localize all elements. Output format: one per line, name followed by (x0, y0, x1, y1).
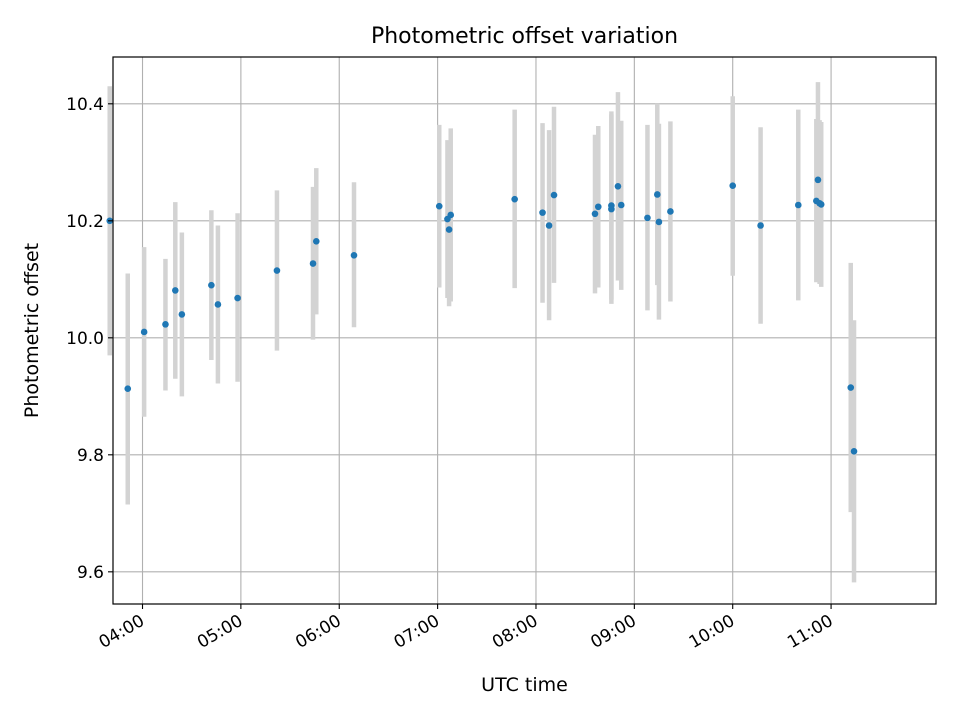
data-point (178, 311, 186, 318)
data-point (757, 222, 764, 229)
data-point (350, 252, 358, 259)
data-point (814, 176, 822, 184)
data-point (817, 201, 825, 208)
data-point (312, 237, 320, 245)
data-point (550, 191, 558, 199)
data-point (140, 328, 148, 336)
data-point (729, 182, 737, 190)
data-point (273, 267, 281, 274)
data-point (655, 218, 663, 226)
data-point (539, 209, 546, 216)
y-axis-ticks: 9.6 9.8 10.0 10.2 10.4 (66, 95, 113, 583)
chart-title: Photometric offset variation (371, 24, 678, 49)
data-point (594, 203, 602, 211)
y-axis-label: Photometric offset (21, 243, 43, 418)
data-point (608, 205, 615, 213)
data-point (667, 208, 674, 215)
data-point (435, 202, 443, 210)
data-point (309, 260, 317, 267)
data-point (850, 448, 858, 455)
data-point (591, 210, 599, 218)
data-point (447, 211, 455, 219)
data-point (653, 191, 661, 198)
data-point (171, 287, 179, 294)
data-point (545, 222, 553, 229)
y-tick-label: 9.6 (77, 563, 104, 583)
data-point (511, 195, 518, 203)
y-tick-label: 10.4 (66, 95, 104, 115)
data-point (208, 281, 215, 289)
grid-lines (113, 57, 936, 604)
data-point (617, 201, 625, 209)
plot-frame (112, 56, 937, 605)
data-points (106, 176, 858, 455)
y-tick-label: 9.8 (77, 446, 104, 466)
y-tick-label: 10.2 (66, 212, 104, 232)
data-point (234, 294, 241, 302)
data-point (614, 182, 622, 190)
data-point (794, 201, 802, 209)
data-point (445, 226, 453, 233)
data-point (847, 384, 855, 391)
y-tick-label: 10.0 (66, 329, 104, 349)
data-point (214, 301, 222, 308)
x-axis-label: UTC time (481, 674, 568, 696)
data-point (644, 214, 651, 222)
data-point (162, 321, 169, 328)
data-point (124, 385, 132, 393)
